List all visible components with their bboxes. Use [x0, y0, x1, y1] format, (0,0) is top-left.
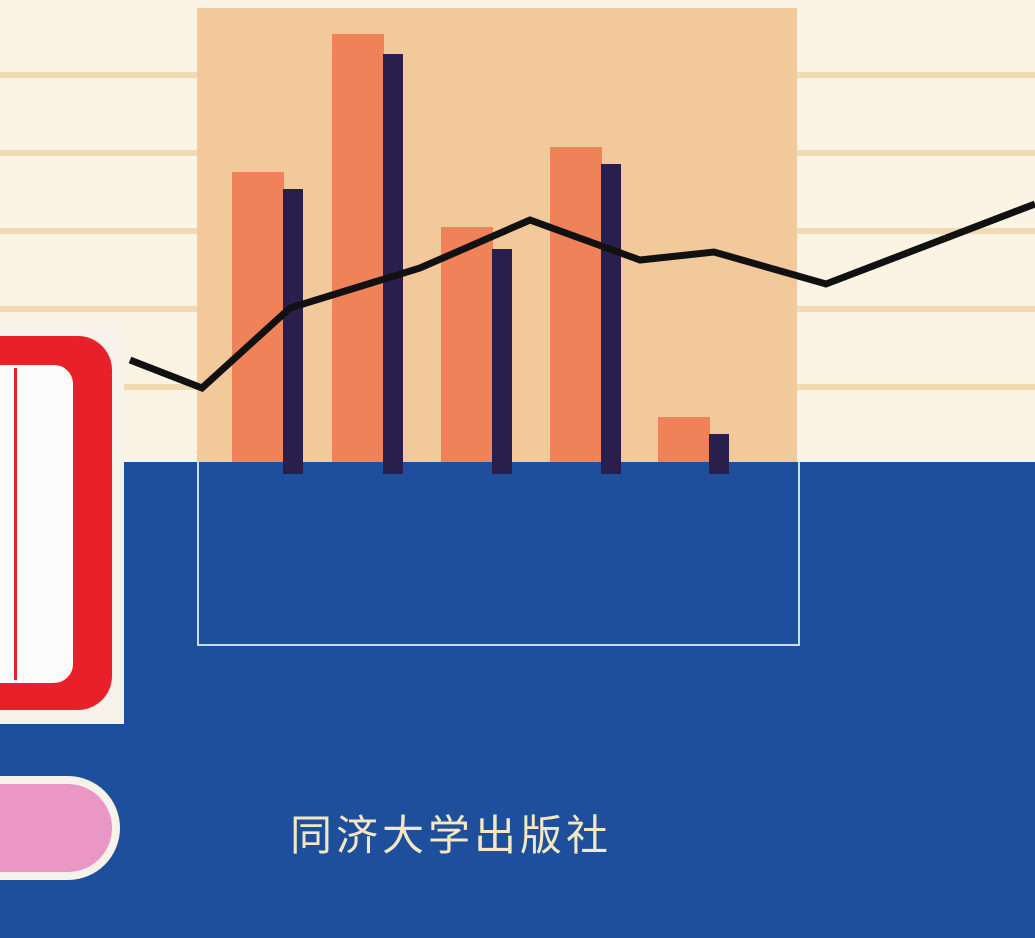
pink-tab — [0, 784, 112, 872]
title-label-divider — [14, 368, 17, 680]
bar-dark-1 — [283, 189, 303, 474]
bar-dark-4 — [601, 164, 621, 474]
bar-light-5 — [658, 417, 710, 462]
bar-dark-5 — [709, 434, 729, 474]
chart-panel-frame — [197, 462, 800, 646]
publisher-name: 同济大学出版社 — [290, 811, 613, 860]
title-label — [0, 362, 76, 686]
bar-dark-3 — [492, 249, 512, 474]
bar-light-3 — [441, 227, 493, 462]
bar-light-2 — [332, 34, 384, 462]
bar-light-4 — [550, 147, 602, 462]
bar-dark-2 — [383, 54, 403, 474]
trend-line — [128, 200, 1035, 393]
bars-dark-series — [283, 54, 729, 474]
blue-band — [0, 462, 1035, 938]
